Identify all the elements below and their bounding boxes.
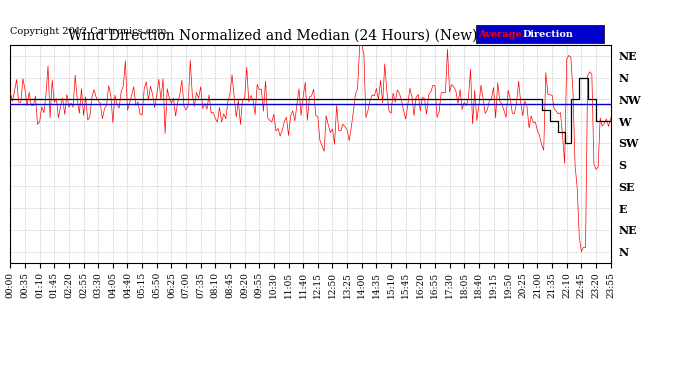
Text: Average: Average [478,30,522,39]
Text: Copyright 2012 Cartronics.com: Copyright 2012 Cartronics.com [10,27,167,36]
Title: Wind Direction Normalized and Median (24 Hours) (New) 20120908: Wind Direction Normalized and Median (24… [68,28,553,42]
Text: Direction: Direction [523,30,574,39]
